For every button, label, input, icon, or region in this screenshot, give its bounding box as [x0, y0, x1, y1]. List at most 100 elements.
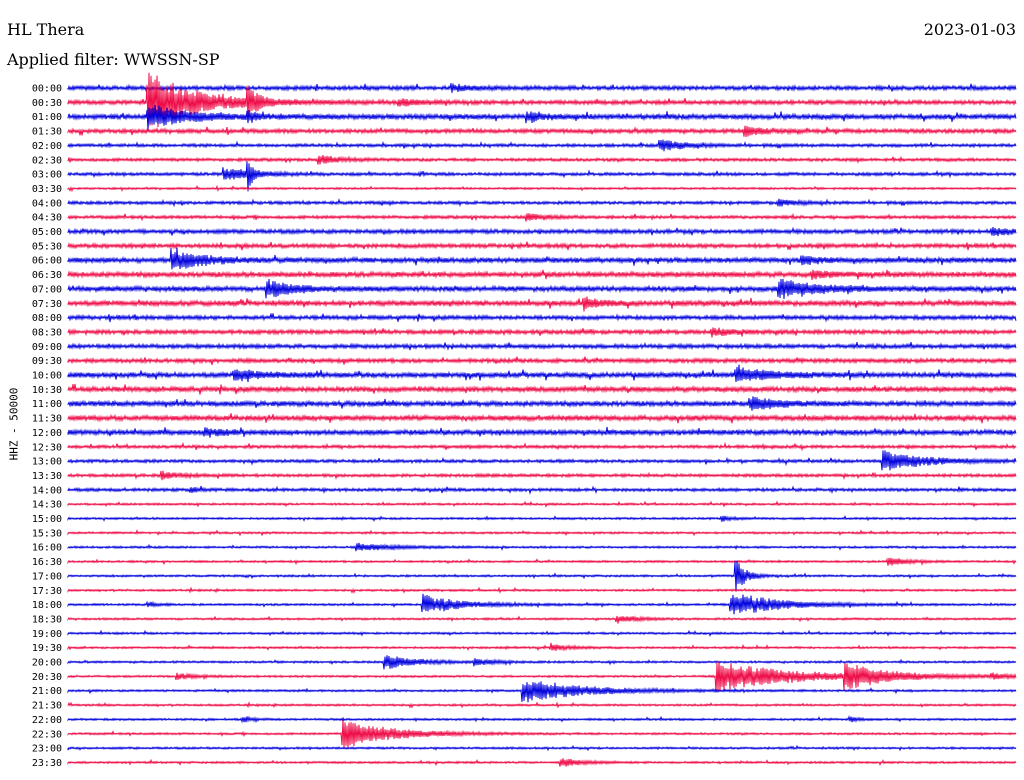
- row-label: 01:00: [32, 112, 62, 123]
- trace-line: [67, 701, 1017, 709]
- trace-line: [67, 212, 1017, 222]
- trace-line: [67, 758, 1017, 767]
- trace-line: [67, 125, 1017, 137]
- row-label: 04:30: [32, 213, 62, 224]
- row-label: 23:00: [32, 744, 62, 755]
- trace-line: [67, 629, 1017, 637]
- row-label: 23:30: [32, 758, 62, 769]
- station-title: HL Thera: [7, 20, 85, 39]
- trace-line: [67, 450, 1017, 471]
- row-label: 07:30: [32, 299, 62, 310]
- traces: [67, 72, 1017, 767]
- row-label: 08:30: [32, 327, 62, 338]
- trace-line: [67, 396, 1017, 411]
- row-label: 04:00: [32, 198, 62, 209]
- trace-line: [67, 560, 1017, 592]
- row-label: 18:00: [32, 600, 62, 611]
- row-label: 14:00: [32, 485, 62, 496]
- row-label: 07:00: [32, 284, 62, 295]
- trace-line: [67, 139, 1017, 152]
- trace-line: [67, 715, 1017, 724]
- trace-line: [67, 655, 1017, 670]
- trace-line: [67, 247, 1017, 270]
- row-label: 21:00: [32, 686, 62, 697]
- trace-line: [67, 413, 1017, 424]
- row-label: 15:00: [32, 514, 62, 525]
- trace-line: [67, 226, 1017, 237]
- trace-line: [67, 327, 1017, 338]
- trace-line: [67, 744, 1017, 752]
- trace-line: [67, 72, 1017, 132]
- trace-line: [67, 161, 1017, 192]
- trace-line: [67, 542, 1017, 552]
- trace-line: [67, 515, 1017, 523]
- trace-line: [67, 364, 1017, 383]
- row-label: 18:30: [32, 614, 62, 625]
- trace-line: [67, 441, 1017, 452]
- trace-line: [67, 155, 1017, 165]
- trace-line: [67, 719, 1017, 748]
- trace-line: [67, 383, 1017, 395]
- row-label: 00:30: [32, 98, 62, 109]
- trace-line: [67, 661, 1017, 693]
- trace-line: [67, 269, 1017, 280]
- row-label: 19:30: [32, 643, 62, 654]
- trace-line: [67, 593, 1017, 615]
- date-label: 2023-01-03: [923, 20, 1016, 39]
- row-label: 10:00: [32, 371, 62, 382]
- row-label: 01:30: [32, 127, 62, 138]
- trace-line: [67, 681, 1017, 703]
- row-label: 20:30: [32, 672, 62, 683]
- row-label: 21:30: [32, 701, 62, 712]
- row-label: 11:00: [32, 399, 62, 410]
- trace-line: [67, 197, 1017, 208]
- row-labels: 00:00 00:30 01:00 01:30 02:00 02:30 03:00 03:30…: [32, 84, 62, 769]
- row-label: 00:00: [32, 84, 62, 95]
- row-label: 03:30: [32, 184, 62, 195]
- row-label: 06:00: [32, 256, 62, 267]
- row-label: 05:30: [32, 241, 62, 252]
- trace-line: [67, 500, 1017, 508]
- row-label: 22:30: [32, 729, 62, 740]
- row-label: 12:30: [32, 442, 62, 453]
- row-label: 13:30: [32, 471, 62, 482]
- row-label: 13:00: [32, 457, 62, 468]
- trace-line: [67, 104, 1017, 130]
- row-label: 06:30: [32, 270, 62, 281]
- row-label: 10:30: [32, 385, 62, 396]
- row-label: 02:30: [32, 155, 62, 166]
- row-label: 19:00: [32, 629, 62, 640]
- trace-line: [67, 557, 1017, 567]
- trace-line: [67, 485, 1017, 495]
- trace-line: [67, 241, 1017, 251]
- row-label: 20:00: [32, 658, 62, 669]
- row-label: 15:30: [32, 528, 62, 539]
- filter-label: Applied filter: WWSSN-SP: [7, 50, 220, 69]
- row-label: 14:30: [32, 500, 62, 511]
- row-label: 16:00: [32, 543, 62, 554]
- trace-line: [67, 356, 1017, 366]
- row-label: 05:00: [32, 227, 62, 238]
- row-label: 09:00: [32, 342, 62, 353]
- row-label: 09:30: [32, 356, 62, 367]
- trace-line: [67, 615, 1017, 624]
- row-label: 17:30: [32, 586, 62, 597]
- trace-line: [67, 426, 1017, 438]
- trace-line: [67, 278, 1017, 300]
- trace-line: [67, 184, 1017, 193]
- row-label: 22:00: [32, 715, 62, 726]
- row-label: 17:00: [32, 571, 62, 582]
- trace-line: [67, 586, 1017, 594]
- trace-line: [67, 341, 1017, 351]
- row-label: 16:30: [32, 557, 62, 568]
- trace-line: [67, 83, 1017, 93]
- row-label: 02:00: [32, 141, 62, 152]
- row-label: 11:30: [32, 414, 62, 425]
- trace-line: [67, 296, 1017, 312]
- row-label: 08:00: [32, 313, 62, 324]
- row-label: 03:00: [32, 170, 62, 181]
- row-label: 12:00: [32, 428, 62, 439]
- trace-line: [67, 470, 1017, 481]
- trace-line: [67, 642, 1017, 652]
